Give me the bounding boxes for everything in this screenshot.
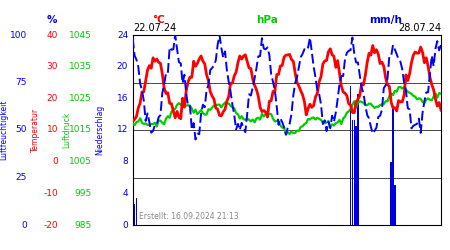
Bar	[350, 86, 351, 225]
Text: 1015: 1015	[69, 126, 92, 134]
Text: 10: 10	[47, 126, 58, 134]
Bar	[357, 94, 359, 225]
Text: 100: 100	[10, 30, 27, 40]
Text: mm/h: mm/h	[369, 16, 401, 26]
Text: Erstellt: 16.09.2024 21:13: Erstellt: 16.09.2024 21:13	[139, 212, 239, 221]
Text: 16: 16	[117, 94, 128, 103]
Text: 25: 25	[16, 173, 27, 182]
Text: 0: 0	[52, 157, 58, 166]
Bar	[354, 120, 355, 225]
Text: Luftfeuchtigkeit: Luftfeuchtigkeit	[0, 100, 8, 160]
Text: 985: 985	[75, 220, 92, 230]
Text: 24: 24	[117, 30, 128, 40]
Bar	[391, 162, 392, 225]
Text: 20: 20	[117, 62, 128, 71]
Text: hPa: hPa	[256, 16, 278, 26]
Bar	[136, 198, 137, 225]
Bar	[132, 213, 134, 225]
Text: -20: -20	[44, 220, 58, 230]
Text: 40: 40	[47, 30, 58, 40]
Bar	[394, 186, 396, 225]
Text: 0: 0	[122, 220, 128, 230]
Text: 8: 8	[122, 157, 128, 166]
Text: 50: 50	[15, 126, 27, 134]
Text: 22.07.24: 22.07.24	[133, 23, 176, 33]
Text: 75: 75	[15, 78, 27, 87]
Text: 1035: 1035	[69, 62, 92, 71]
Text: 1025: 1025	[69, 94, 92, 103]
Bar	[392, 106, 394, 225]
Text: Temperatur: Temperatur	[31, 108, 40, 152]
Text: 4: 4	[122, 189, 128, 198]
Text: 0: 0	[21, 220, 27, 230]
Text: 12: 12	[117, 126, 128, 134]
Text: %: %	[47, 16, 57, 26]
Text: 1045: 1045	[69, 30, 92, 40]
Text: Niederschlag: Niederschlag	[96, 105, 105, 155]
Text: Luftdruck: Luftdruck	[62, 112, 71, 148]
Text: 30: 30	[47, 62, 58, 71]
Bar	[351, 120, 353, 225]
Text: 28.07.24: 28.07.24	[398, 23, 441, 33]
Text: °C: °C	[152, 16, 165, 26]
Text: -10: -10	[43, 189, 58, 198]
Text: 1005: 1005	[69, 157, 92, 166]
Text: 995: 995	[75, 189, 92, 198]
Bar	[134, 204, 135, 225]
Text: 20: 20	[47, 94, 58, 103]
Bar	[356, 126, 357, 225]
